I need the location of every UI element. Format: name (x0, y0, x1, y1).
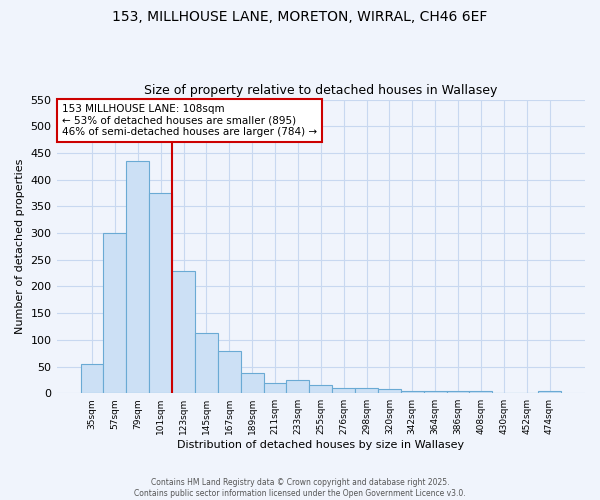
Bar (424, 391, 446, 393)
Bar (332, 388, 355, 393)
Bar (195, 333, 218, 393)
Bar (401, 390, 424, 393)
Bar (218, 351, 241, 393)
Text: 153 MILLHOUSE LANE: 108sqm
← 53% of detached houses are smaller (895)
46% of sem: 153 MILLHOUSE LANE: 108sqm ← 53% of deta… (62, 104, 317, 137)
X-axis label: Distribution of detached houses by size in Wallasey: Distribution of detached houses by size … (177, 440, 464, 450)
Bar (446, 391, 469, 393)
Bar (263, 382, 286, 393)
Bar (538, 391, 561, 393)
Bar (127, 161, 149, 393)
Text: 153, MILLHOUSE LANE, MORETON, WIRRAL, CH46 6EF: 153, MILLHOUSE LANE, MORETON, WIRRAL, CH… (112, 10, 488, 24)
Bar (378, 390, 401, 393)
Bar (493, 392, 515, 393)
Bar (355, 388, 378, 393)
Y-axis label: Number of detached properties: Number of detached properties (15, 158, 25, 334)
Bar (310, 385, 332, 393)
Bar (103, 233, 127, 393)
Bar (469, 391, 493, 393)
Bar (172, 272, 195, 393)
Bar (80, 364, 103, 393)
Bar (515, 392, 538, 393)
Bar (241, 374, 263, 393)
Bar (286, 380, 310, 393)
Bar (149, 193, 172, 393)
Text: Contains HM Land Registry data © Crown copyright and database right 2025.
Contai: Contains HM Land Registry data © Crown c… (134, 478, 466, 498)
Title: Size of property relative to detached houses in Wallasey: Size of property relative to detached ho… (144, 84, 497, 97)
